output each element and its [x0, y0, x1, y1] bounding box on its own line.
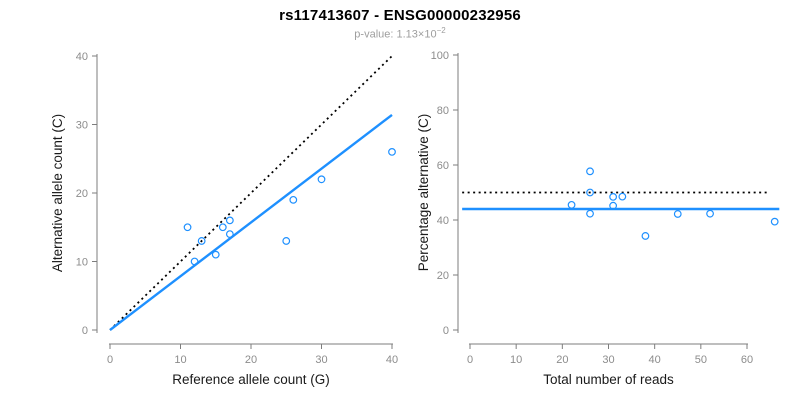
y-tick-label: 20: [76, 188, 88, 200]
pvalue-subtitle: p-value: 1.13×10−2: [0, 26, 800, 41]
x-tick-label: 10: [510, 354, 522, 366]
data-point: [211, 250, 220, 259]
x-tick-label: 60: [741, 354, 753, 366]
data-point: [641, 232, 650, 240]
data-point: [586, 167, 594, 176]
data-point: [706, 209, 714, 218]
data-point: [618, 192, 627, 201]
x-tick-label: 50: [695, 354, 707, 366]
pvalue-exponent: −2: [436, 26, 446, 35]
data-point: [586, 188, 594, 197]
regression-line: [109, 113, 393, 331]
x-tick-label: 20: [556, 354, 568, 366]
data-point: [190, 257, 199, 266]
y-tick-label: 10: [76, 257, 88, 269]
data-point: [388, 147, 396, 156]
data-point: [609, 201, 618, 210]
x-axis-title: Total number of reads: [543, 372, 674, 387]
data-point: [197, 237, 206, 245]
x-tick-label: 20: [245, 354, 257, 366]
y-tick-label: 30: [76, 120, 88, 132]
x-tick-label: 0: [467, 354, 473, 366]
x-tick-label: 40: [649, 354, 661, 366]
x-tick-label: 30: [315, 354, 327, 366]
y-tick-label: 0: [82, 325, 88, 337]
data-point: [673, 210, 682, 218]
data-point: [567, 200, 576, 209]
data-point: [609, 192, 618, 201]
data-point: [770, 217, 779, 226]
chart-right: 0 20 40 60 80 100 0 10 20 30 40 50 60 Total number of…: [416, 50, 780, 387]
y-tick-label: 60: [437, 160, 449, 172]
data-point: [225, 230, 234, 239]
charts-canvas: 0 10 20 30 40 0 10 20 30 40 Reference allele count…: [50, 50, 780, 387]
chart-left: 0 10 20 30 40 0 10 20 30 40 Reference allele count…: [50, 51, 398, 387]
x-tick-label: 30: [602, 354, 614, 366]
y-tick-label: 0: [443, 325, 449, 337]
pvalue-text: p-value: 1.13×10: [354, 28, 437, 41]
y-axis-title: Alternative allele count (C): [50, 114, 65, 272]
identity-line: [109, 55, 393, 331]
data-point: [218, 223, 227, 232]
y-tick-label: 80: [437, 105, 449, 117]
x-axis-title: Reference allele count (G): [172, 372, 330, 387]
x-tick-label: 40: [386, 354, 398, 366]
y-tick-label: 100: [431, 50, 449, 62]
y-tick-label: 40: [437, 215, 449, 227]
x-tick-label: 0: [107, 354, 113, 366]
data-point: [317, 175, 326, 184]
data-point: [282, 237, 291, 245]
data-point: [225, 216, 234, 225]
y-tick-label: 40: [76, 51, 88, 63]
page-title: rs117413607 - ENSG00000232956: [279, 7, 521, 24]
data-point: [183, 223, 192, 232]
data-point: [289, 195, 298, 204]
data-point: [586, 209, 594, 218]
y-tick-label: 20: [437, 270, 449, 282]
y-axis-title: Percentage alternative (C): [416, 114, 431, 272]
x-tick-label: 10: [174, 354, 186, 366]
